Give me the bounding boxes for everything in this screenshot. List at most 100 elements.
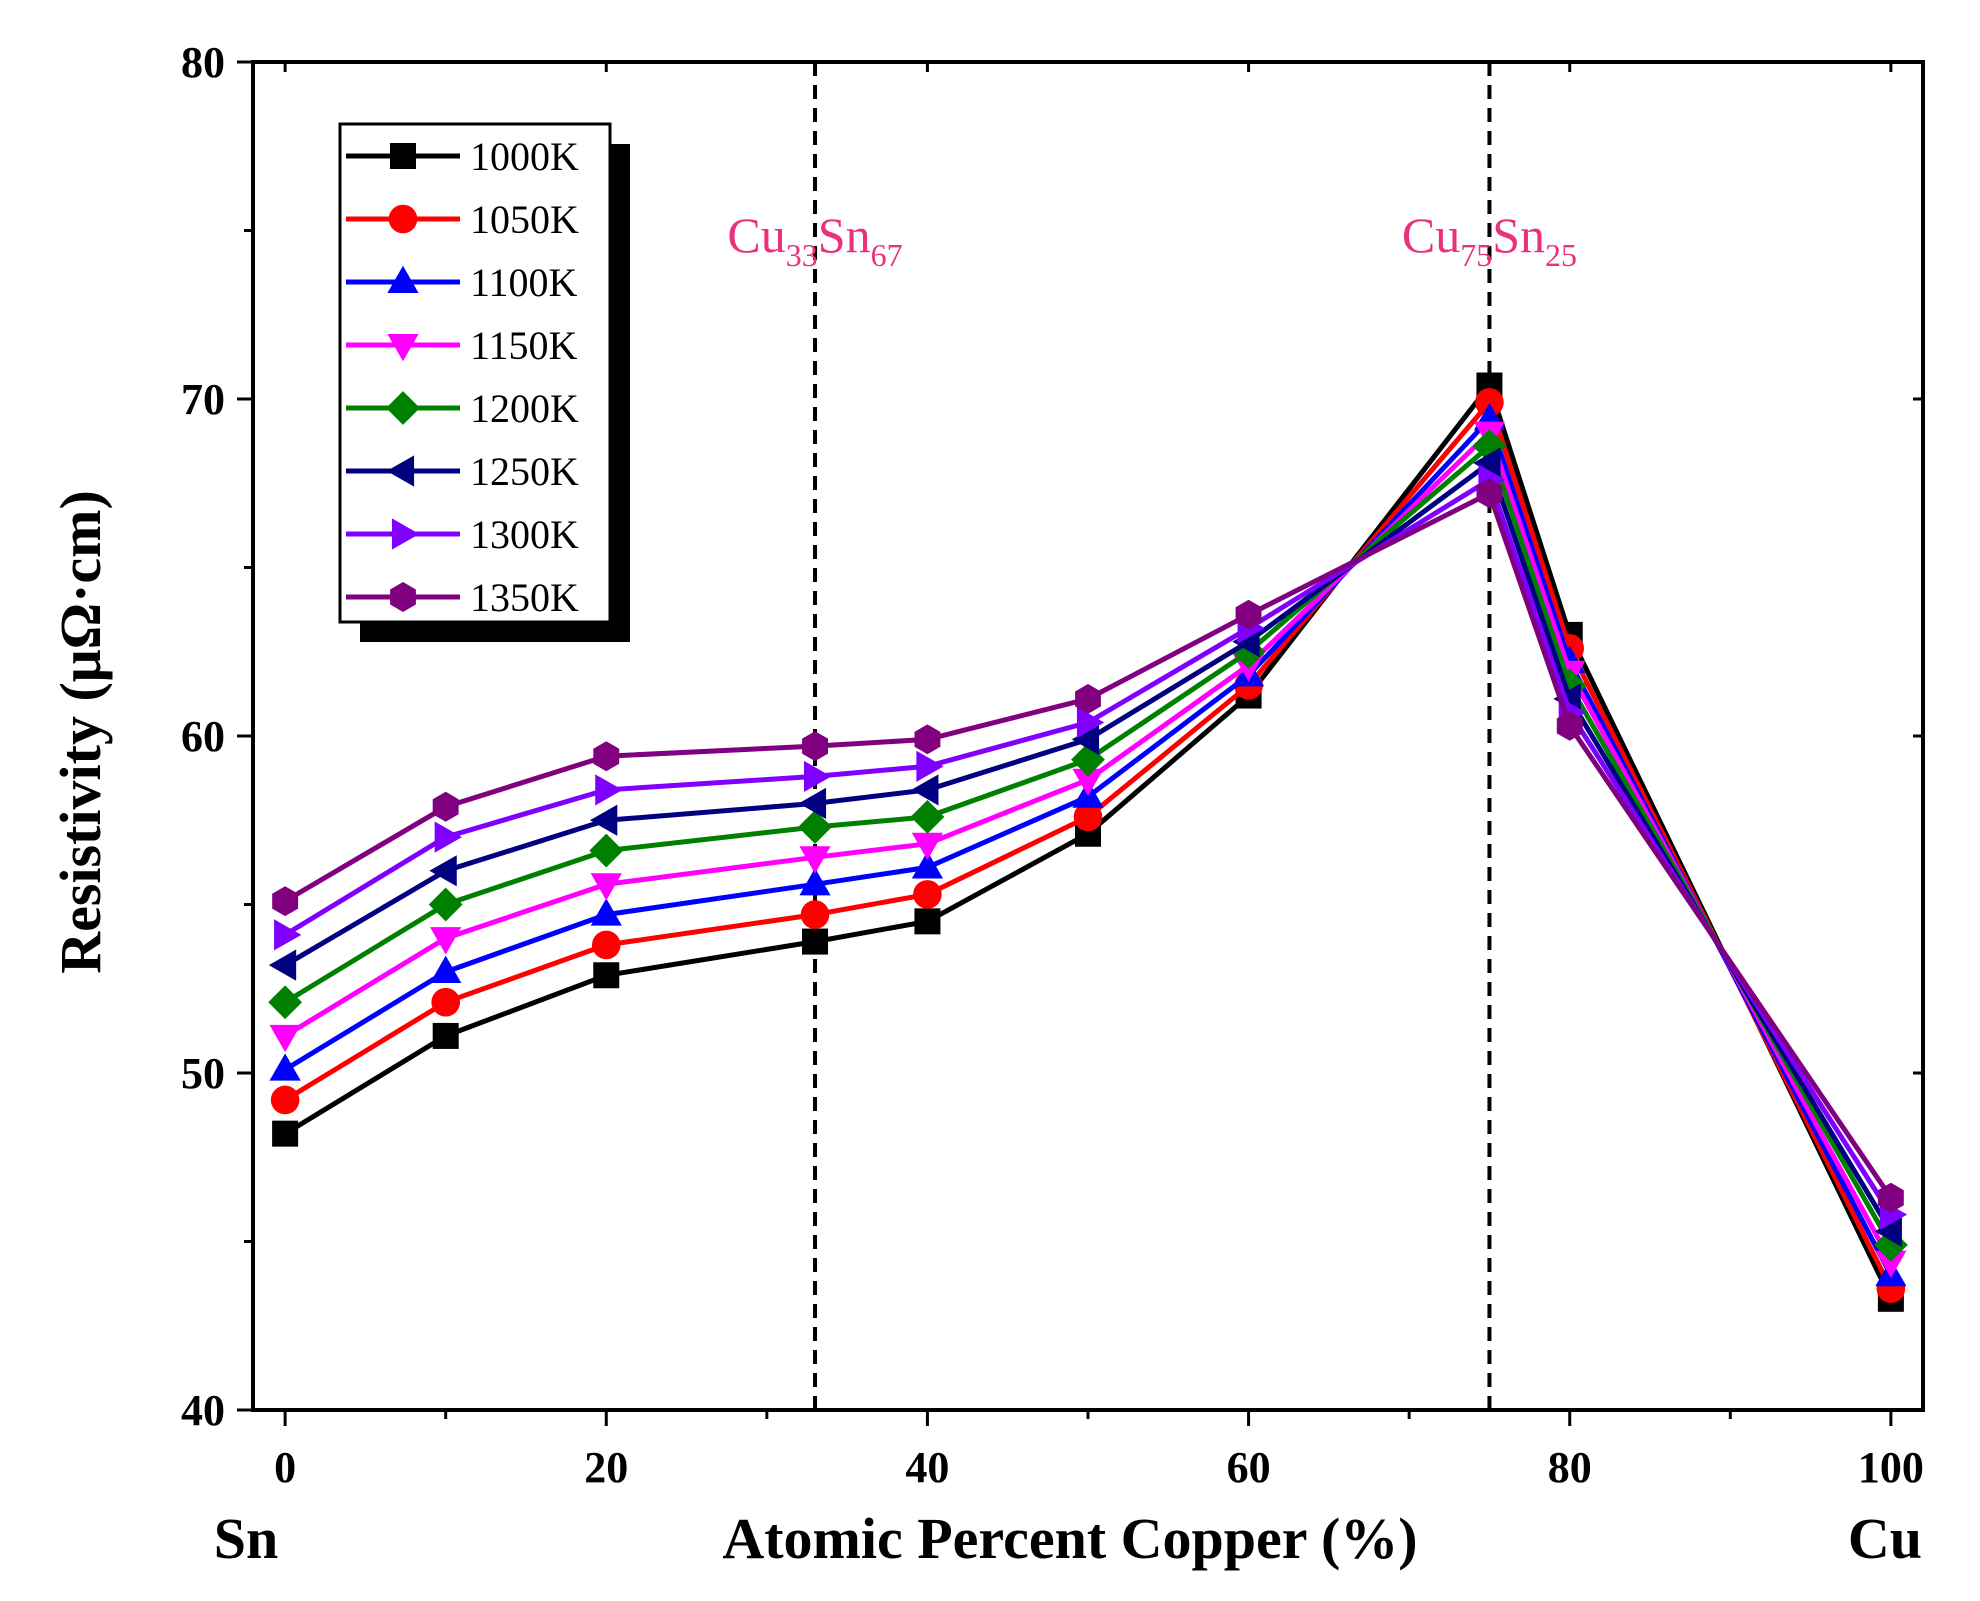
legend-marker: [387, 265, 419, 294]
data-point: [1071, 723, 1100, 755]
series-1350K: [272, 478, 1904, 1213]
series-1250K: [268, 447, 1902, 1247]
legend-label: 1000K: [470, 134, 579, 179]
data-point: [1473, 447, 1501, 479]
data-point: [1874, 1215, 1902, 1247]
series-line: [283, 383, 1894, 1300]
legend-label: 1250K: [470, 449, 579, 494]
legend-marker: [387, 333, 419, 362]
series-line: [283, 443, 1894, 1247]
data-point: [432, 791, 459, 822]
x-tick-label: 100: [1858, 1443, 1924, 1492]
y-tick-label: 40: [181, 1386, 225, 1435]
series-line: [283, 416, 1894, 1277]
data-point: [913, 880, 942, 909]
data-point: [911, 832, 944, 861]
data-point: [431, 987, 460, 1017]
legend-label: 1150K: [470, 323, 578, 368]
legend-label: 1300K: [470, 512, 579, 557]
series-line: [283, 490, 1893, 1200]
data-point: [1475, 388, 1504, 417]
x-end-label-sn: Sn: [214, 1506, 279, 1571]
data-point: [591, 930, 621, 960]
data-point: [590, 873, 622, 901]
data-point: [798, 787, 827, 819]
data-point: [272, 1120, 299, 1147]
data-point: [802, 928, 829, 955]
legend-marker: [391, 518, 420, 550]
phase-label-text: Sn: [818, 207, 871, 263]
data-point: [430, 927, 462, 955]
data-point: [1873, 1227, 1908, 1262]
data-point: [269, 1024, 301, 1053]
data-point: [916, 750, 944, 782]
series-line: [283, 399, 1894, 1290]
data-point: [1235, 599, 1262, 630]
phase-label-subscript: 33: [786, 237, 818, 273]
x-axis-title: Atomic Percent Copper (%): [722, 1506, 1417, 1571]
phase-label-text: Cu: [1402, 207, 1460, 263]
phase-label-subscript: 25: [1545, 237, 1577, 273]
legend-marker: [390, 582, 416, 612]
data-point: [1476, 478, 1503, 509]
data-point: [911, 774, 939, 806]
legend-marker: [386, 455, 415, 487]
series-1300K: [274, 464, 1908, 1231]
data-point: [428, 887, 463, 922]
x-tick-label: 60: [1227, 1443, 1271, 1492]
x-tick-label: 40: [905, 1443, 949, 1492]
phase-label-text: Sn: [1492, 207, 1545, 263]
data-point: [589, 833, 624, 868]
data-point: [434, 821, 462, 853]
x-end-label-cu: Cu: [1848, 1506, 1922, 1571]
y-tick-label: 70: [181, 375, 225, 424]
data-point: [799, 868, 831, 896]
data-point: [590, 804, 618, 836]
data-point: [914, 908, 941, 935]
data-point: [910, 799, 945, 834]
x-tick-label: 20: [584, 1443, 628, 1492]
x-tick-label: 80: [1548, 1443, 1592, 1492]
legend-label: 1200K: [470, 386, 579, 431]
data-point: [1875, 1250, 1907, 1278]
data-point: [803, 760, 832, 793]
phase-label-subscript: 75: [1460, 237, 1492, 273]
y-tick-label: 80: [181, 38, 225, 87]
data-point: [270, 1085, 300, 1115]
data-point: [272, 886, 299, 917]
data-point: [432, 1022, 459, 1049]
legend-marker: [388, 204, 418, 234]
series-group: [268, 372, 1908, 1312]
phase-label: Cu33Sn67: [727, 207, 902, 273]
data-point: [430, 955, 462, 983]
data-point: [593, 962, 620, 989]
tick-group: 40 50 60 70 80 0 20 40 60 80 100: [181, 38, 1924, 1492]
y-axis-title: Resistivity (μΩ·cm): [48, 490, 113, 974]
data-point: [800, 900, 830, 929]
data-point: [1556, 710, 1583, 741]
data-point: [590, 898, 622, 926]
data-point: [268, 949, 297, 981]
series-line: [283, 477, 1894, 1216]
legend-marker: [386, 391, 420, 425]
legend-box: [338, 122, 612, 624]
phase-label-subscript: 67: [871, 237, 903, 273]
legend-label: 1050K: [470, 197, 579, 242]
series-line: [283, 460, 1894, 1233]
series-1150K: [269, 421, 1907, 1278]
data-point: [595, 774, 623, 806]
y-tick-label: 50: [181, 1049, 225, 1098]
legend-marker: [390, 143, 416, 169]
data-point: [1072, 768, 1104, 797]
data-point: [911, 851, 944, 879]
data-point: [1472, 429, 1507, 464]
data-point: [802, 731, 828, 762]
data-point: [269, 1053, 301, 1081]
legend: 1000K 1050K 1100K 1150K 1200K 1250K 1300K 1350K: [338, 122, 630, 642]
data-point: [798, 810, 832, 844]
series-line: [283, 430, 1894, 1263]
legend-label: 1100K: [470, 260, 578, 305]
data-point: [914, 724, 941, 755]
data-point: [799, 846, 831, 874]
